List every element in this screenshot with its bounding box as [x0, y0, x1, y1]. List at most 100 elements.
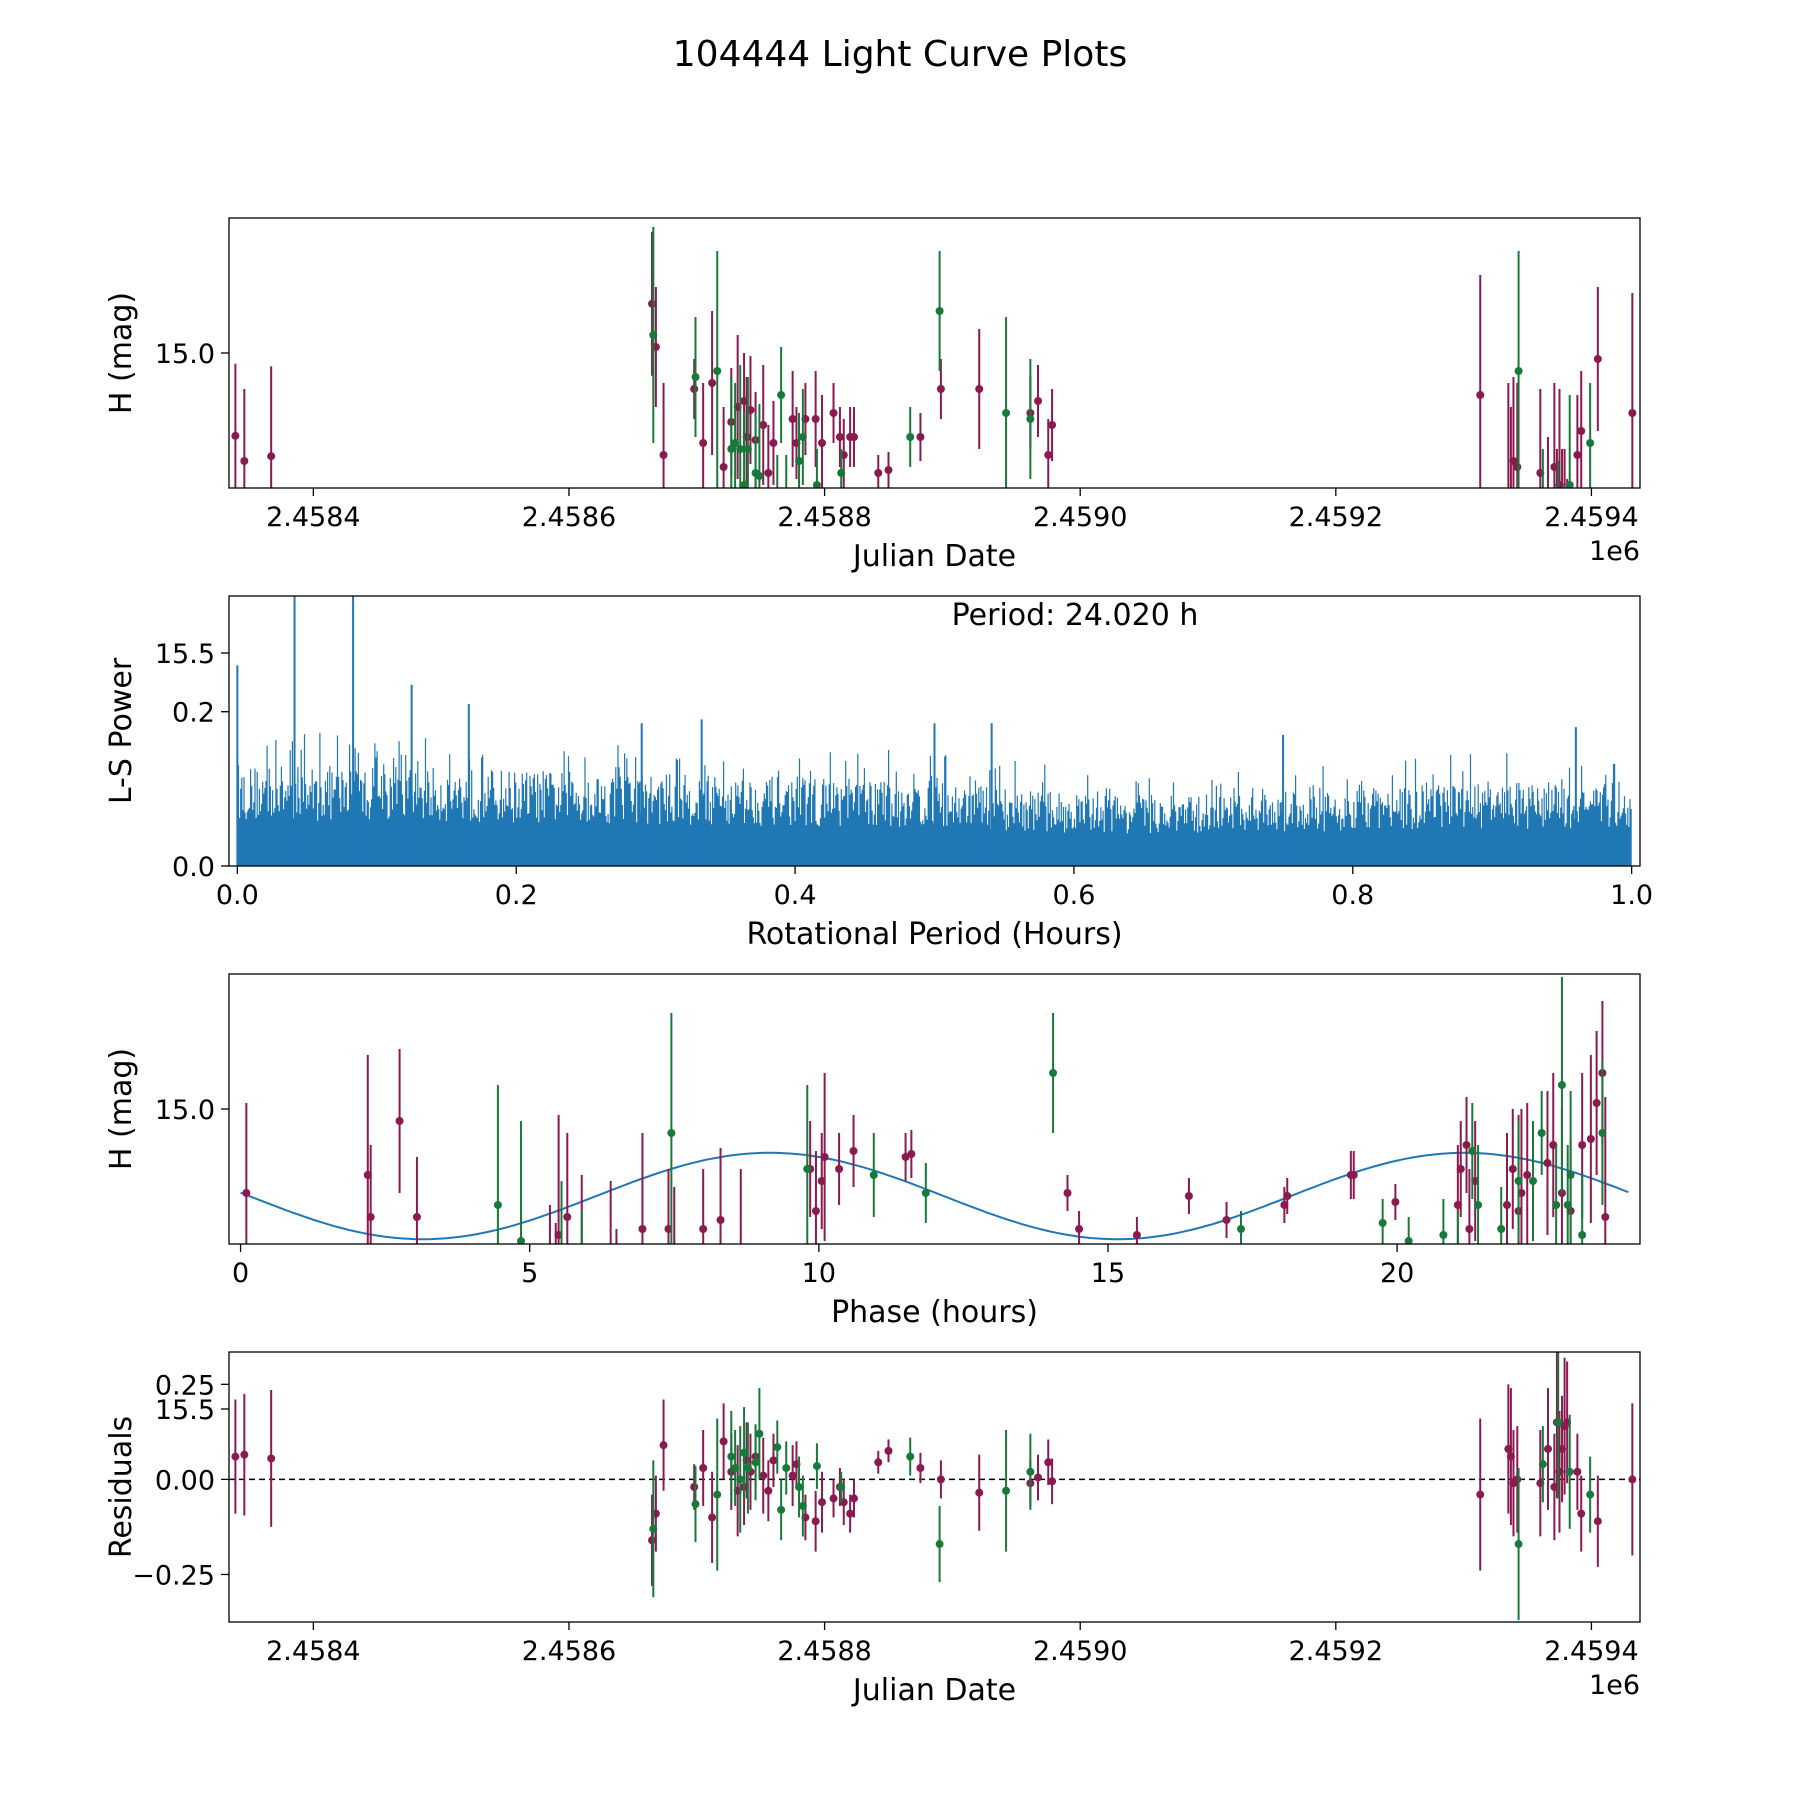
data-point-magenta	[1577, 427, 1586, 435]
data-point-magenta	[1593, 355, 1602, 363]
data-point-magenta	[412, 1213, 421, 1221]
data-point-green	[740, 1448, 749, 1457]
data-point-green	[1554, 1418, 1563, 1427]
data-point-magenta	[1063, 1189, 1072, 1197]
data-point-magenta	[1513, 463, 1522, 471]
data-point-green	[1557, 1081, 1566, 1089]
data-point-green	[740, 481, 749, 488]
x-tick-label: 0.6	[1052, 880, 1095, 911]
data-point-green	[1404, 1237, 1413, 1244]
y-axis-label: H (mag)	[104, 292, 139, 414]
x-tick-label: 5	[521, 1258, 538, 1289]
data-point-magenta	[1034, 1473, 1043, 1482]
data-point-magenta	[690, 1483, 699, 1491]
data-point-magenta	[846, 1509, 855, 1518]
data-point-magenta	[759, 421, 768, 429]
y-tick-label: 15.5	[155, 639, 215, 670]
data-point-green	[1514, 1177, 1523, 1185]
plot-frame-ls	[228, 595, 1641, 867]
plot-frame-lc	[228, 217, 1641, 489]
data-point-magenta	[659, 1441, 668, 1450]
x-tick-label: 2.4586	[522, 1636, 616, 1667]
data-point-green	[1514, 367, 1523, 375]
data-point-magenta	[1222, 1216, 1231, 1224]
data-point-green	[493, 1201, 502, 1209]
data-point-green	[1565, 1467, 1574, 1476]
data-point-magenta	[716, 1216, 725, 1224]
y-tick-label: 15.0	[155, 1095, 215, 1126]
data-point-magenta	[1462, 1141, 1471, 1149]
x-tick-label: 10	[802, 1258, 836, 1289]
plot-area-phase	[240, 977, 1629, 1299]
figure-title: 104444 Light Curve Plots	[673, 34, 1127, 75]
x-tick-label: 20	[1380, 1258, 1414, 1289]
data-point-magenta	[1502, 1201, 1511, 1209]
data-point-green	[1552, 1201, 1561, 1209]
data-point-magenta	[764, 1486, 773, 1495]
data-point-magenta	[1543, 1159, 1552, 1167]
data-point-magenta	[1513, 1475, 1522, 1484]
data-point-magenta	[1577, 1509, 1586, 1518]
x-tick-label: 2.4594	[1544, 502, 1638, 533]
data-point-green	[1468, 1147, 1477, 1155]
panel-ls: 0.0 0.2 0.4 0.6 0.8 1.0 0.0 0.2 Rotational Perio…	[104, 595, 1653, 952]
data-point-magenta	[578, 1291, 586, 1299]
data-point-magenta	[1523, 1171, 1532, 1179]
x-axis-label: Julian Date	[851, 1673, 1016, 1708]
data-point-green	[713, 367, 722, 375]
data-point-magenta	[788, 415, 797, 423]
data-point-magenta	[1132, 1231, 1141, 1239]
data-point-green	[649, 1524, 658, 1533]
data-point-magenta	[1601, 1213, 1610, 1221]
x-offset-label: 1e6	[1589, 536, 1640, 567]
data-point-green	[558, 1261, 566, 1269]
x-axis-label: Rotational Period (Hours)	[746, 917, 1122, 952]
data-point-magenta	[1543, 1444, 1552, 1453]
data-point-green	[1002, 1486, 1011, 1495]
data-point-magenta	[1391, 1198, 1400, 1206]
data-point-green	[773, 1443, 782, 1452]
x-tick-label: 15	[1091, 1258, 1125, 1289]
data-point-magenta	[699, 1225, 708, 1233]
data-point-magenta	[811, 1517, 820, 1526]
data-point-magenta	[936, 1475, 945, 1484]
data-point-magenta	[1476, 1490, 1485, 1499]
x-tick-label: 2.4590	[1033, 502, 1127, 533]
y-tick-label: 0.0	[172, 852, 215, 883]
data-point-green	[727, 1452, 736, 1461]
data-point-magenta	[936, 385, 945, 393]
y-tick-label: 15.0	[155, 339, 215, 370]
model-curve	[240, 1151, 1629, 1241]
data-point-magenta	[916, 1463, 925, 1472]
data-point-green	[906, 1452, 915, 1461]
plot-area-lc	[231, 227, 1637, 488]
data-point-magenta	[267, 452, 276, 461]
x-tick-label: 0.0	[216, 880, 259, 911]
data-point-magenta	[829, 1494, 838, 1503]
data-point-green	[777, 1505, 786, 1514]
data-point-magenta	[240, 1450, 249, 1459]
data-point-green	[517, 1237, 526, 1244]
y-axis-label: L-S Power	[104, 657, 139, 804]
x-tick-label: 2.4584	[266, 502, 360, 533]
y-tick-label: −0.25	[132, 1560, 215, 1591]
data-point-green	[1514, 1540, 1523, 1549]
data-point-magenta	[818, 439, 827, 447]
data-point-magenta	[1508, 1165, 1517, 1173]
data-point-green	[921, 1189, 930, 1197]
data-point-green	[803, 1165, 812, 1173]
data-point-magenta	[764, 469, 773, 477]
data-point-magenta	[1184, 1192, 1193, 1200]
data-point-magenta	[612, 1285, 620, 1293]
data-point-magenta	[659, 451, 668, 459]
x-tick-label: 0.8	[1331, 880, 1374, 911]
data-point-magenta	[1628, 409, 1637, 417]
data-point-green	[751, 1458, 760, 1467]
data-point-magenta	[849, 1494, 858, 1503]
data-point-magenta	[811, 1207, 820, 1215]
data-point-magenta	[769, 439, 778, 447]
data-point-green	[1537, 1129, 1546, 1137]
data-point-green	[736, 1475, 745, 1484]
x-tick-label: 2.4584	[266, 1636, 360, 1667]
data-point-magenta	[835, 433, 844, 441]
